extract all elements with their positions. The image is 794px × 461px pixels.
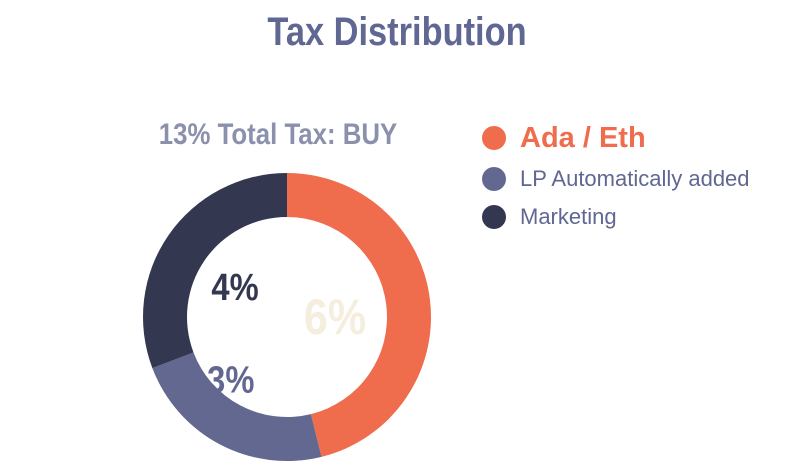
legend-item-lp-automatically-added[interactable]: LP Automatically added (482, 160, 792, 198)
legend-label-marketing: Marketing (520, 204, 617, 229)
legend-swatch-lp-automatically-added (482, 167, 506, 191)
legend: Ada / Eth LP Automatically added Marketi… (482, 116, 792, 236)
donut-slice-lp-automatically-added[interactable] (152, 352, 322, 461)
donut-slice-marketing[interactable] (143, 173, 287, 369)
legend-item-ada-eth[interactable]: Ada / Eth (482, 116, 792, 160)
donut-slice-ada-eth[interactable] (287, 173, 431, 457)
legend-label-ada-eth: Ada / Eth (520, 121, 646, 154)
legend-swatch-ada-eth (482, 126, 506, 150)
slice-label-marketing: 4% (211, 266, 258, 309)
slice-label-ada-eth: 6% (304, 289, 366, 345)
slice-label-lp-automatically-added: 3% (207, 358, 254, 401)
legend-item-marketing[interactable]: Marketing (482, 198, 792, 236)
legend-label-lp-automatically-added: LP Automatically added (520, 166, 750, 191)
legend-swatch-marketing (482, 205, 506, 229)
chart-title: Tax Distribution (267, 10, 527, 54)
chart-subtitle: 13% Total Tax: BUY (158, 118, 398, 151)
